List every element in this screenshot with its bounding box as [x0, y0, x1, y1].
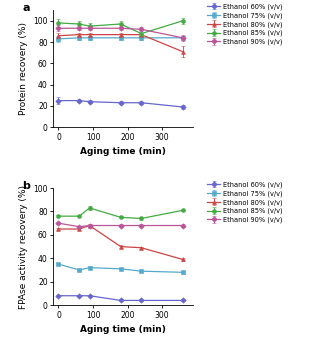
- Text: b: b: [23, 181, 30, 191]
- Y-axis label: FPAse activity recovery (%): FPAse activity recovery (%): [19, 184, 28, 308]
- Legend: Ethanol 60% (v/v), Ethanol 75% (v/v), Ethanol 80% (v/v), Ethanol 85% (v/v), Etha: Ethanol 60% (v/v), Ethanol 75% (v/v), Et…: [204, 179, 285, 226]
- Legend: Ethanol 60% (v/v), Ethanol 75% (v/v), Ethanol 80% (v/v), Ethanol 85% (v/v), Etha: Ethanol 60% (v/v), Ethanol 75% (v/v), Et…: [204, 1, 285, 48]
- X-axis label: Aging time (min): Aging time (min): [80, 147, 166, 156]
- X-axis label: Aging time (min): Aging time (min): [80, 325, 166, 334]
- Text: a: a: [23, 3, 30, 13]
- Y-axis label: Protein recovery (%): Protein recovery (%): [19, 22, 28, 115]
